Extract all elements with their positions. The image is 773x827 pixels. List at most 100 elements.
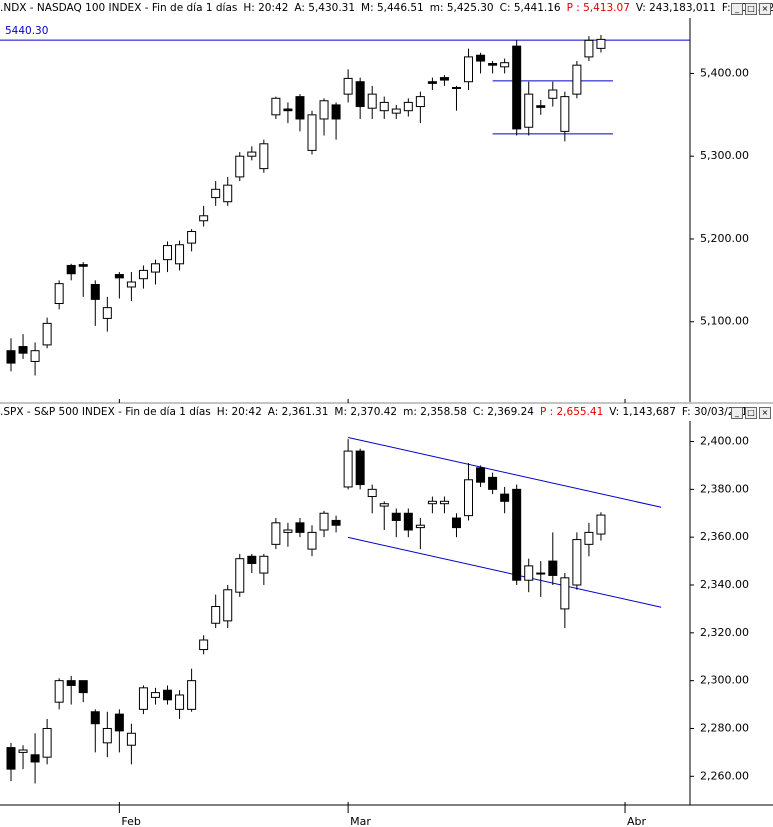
candle-body — [66, 680, 76, 686]
candle-body — [150, 692, 160, 698]
candle-body — [126, 732, 136, 746]
candle-body — [476, 467, 486, 483]
minimize[interactable]: _ — [731, 3, 743, 15]
candle-body — [331, 104, 341, 120]
y-tick-label: 5,100.00 — [700, 315, 749, 328]
candle-body — [163, 245, 173, 261]
candle-body — [175, 694, 185, 710]
volume: V: 1,143,687 — [609, 406, 676, 418]
candle-body — [464, 479, 474, 517]
candle-body — [223, 184, 233, 203]
candle-body — [90, 711, 100, 725]
y-tick-label: 5,400.00 — [700, 66, 749, 79]
candle-body — [271, 97, 281, 116]
x-tick-label: Mar — [350, 815, 371, 827]
candle-body — [427, 81, 437, 84]
low: m: 2,358.58 — [403, 406, 467, 418]
candle-body — [295, 96, 305, 120]
candle-body — [114, 274, 124, 279]
candle-body — [367, 93, 377, 109]
y-tick-label: 5,300.00 — [700, 149, 749, 162]
candle-body — [403, 512, 413, 531]
candle-body — [584, 39, 594, 58]
candle-body — [126, 281, 136, 288]
candle-body — [379, 101, 389, 112]
y-tick-label: 2,400.00 — [700, 435, 749, 448]
candle-body — [584, 531, 594, 545]
candle-body — [283, 529, 293, 533]
candle-body — [199, 639, 209, 651]
candle-body — [283, 108, 293, 112]
candle-body — [54, 680, 64, 703]
candle-body — [247, 151, 257, 157]
candle-body — [488, 476, 498, 490]
price-line-label: 5440.30 — [5, 25, 48, 37]
candle-body — [415, 524, 425, 529]
candle-body — [367, 488, 377, 498]
candle-body — [66, 264, 76, 275]
y-tick-label: 5,200.00 — [700, 232, 749, 245]
y-tick-label: 2,360.00 — [700, 530, 749, 543]
time: H: 20:42 — [243, 2, 289, 14]
candle-body — [536, 105, 546, 108]
x-tick-label: Feb — [121, 815, 140, 827]
candle-body — [150, 263, 160, 273]
candle-body — [78, 264, 88, 267]
candle-body — [451, 517, 461, 529]
close-button[interactable]: × — [759, 407, 771, 419]
candle-body — [319, 512, 329, 531]
candle-body — [524, 565, 534, 581]
candle-body — [572, 539, 582, 586]
candle-body — [138, 687, 148, 710]
window-controls: _ □ × — [731, 3, 771, 15]
candle-body — [500, 62, 510, 68]
candle-body — [439, 77, 449, 81]
previous: P : 5,413.07 — [566, 2, 630, 14]
candle-body — [343, 450, 353, 488]
y-tick-label: 2,280.00 — [700, 721, 749, 734]
candle-body — [163, 689, 173, 701]
candle-body — [114, 713, 124, 732]
candle-body — [331, 519, 341, 526]
candle-body — [102, 727, 112, 744]
candle-body — [548, 560, 558, 576]
candle-body — [355, 81, 365, 108]
candle-body — [319, 100, 329, 120]
candle-body — [259, 555, 269, 574]
time: H: 20:42 — [216, 406, 262, 418]
candle-body — [90, 283, 100, 300]
candle-body — [102, 307, 112, 319]
candle-body — [343, 77, 353, 95]
maximize[interactable]: □ — [745, 3, 757, 15]
trend-line — [348, 436, 662, 508]
candle-body — [464, 56, 474, 83]
open: A: 5,430.31 — [294, 2, 356, 14]
candle-body — [235, 558, 245, 593]
candle-body — [307, 114, 317, 151]
candle-body — [596, 38, 606, 49]
y-tick-label: 2,260.00 — [700, 769, 749, 782]
candle-body — [259, 143, 269, 170]
candle-body — [307, 531, 317, 550]
candle-body — [295, 522, 305, 533]
maximize[interactable]: □ — [745, 407, 757, 419]
candle-body — [18, 749, 28, 753]
candle-body — [235, 155, 245, 178]
candle-body — [391, 512, 401, 521]
candle-body — [175, 244, 185, 265]
y-tick-label: 2,300.00 — [700, 674, 749, 687]
close-button[interactable]: × — [759, 3, 771, 15]
candle-body — [439, 500, 449, 505]
y-tick-label: 2,380.00 — [700, 482, 749, 495]
candle-body — [355, 450, 365, 486]
minimize[interactable]: _ — [731, 407, 743, 419]
candle-body — [427, 500, 437, 505]
header-top: .NDX - NASDAQ 100 INDEX - Fin de día 1 d… — [0, 0, 773, 17]
candle-body — [451, 87, 461, 90]
volume: V: 243,183,011 — [635, 2, 716, 14]
symbol: .NDX - NASDAQ 100 INDEX - Fin de día 1 d… — [0, 2, 238, 14]
open: A: 2,361.31 — [267, 406, 329, 418]
candle-body — [415, 96, 425, 108]
